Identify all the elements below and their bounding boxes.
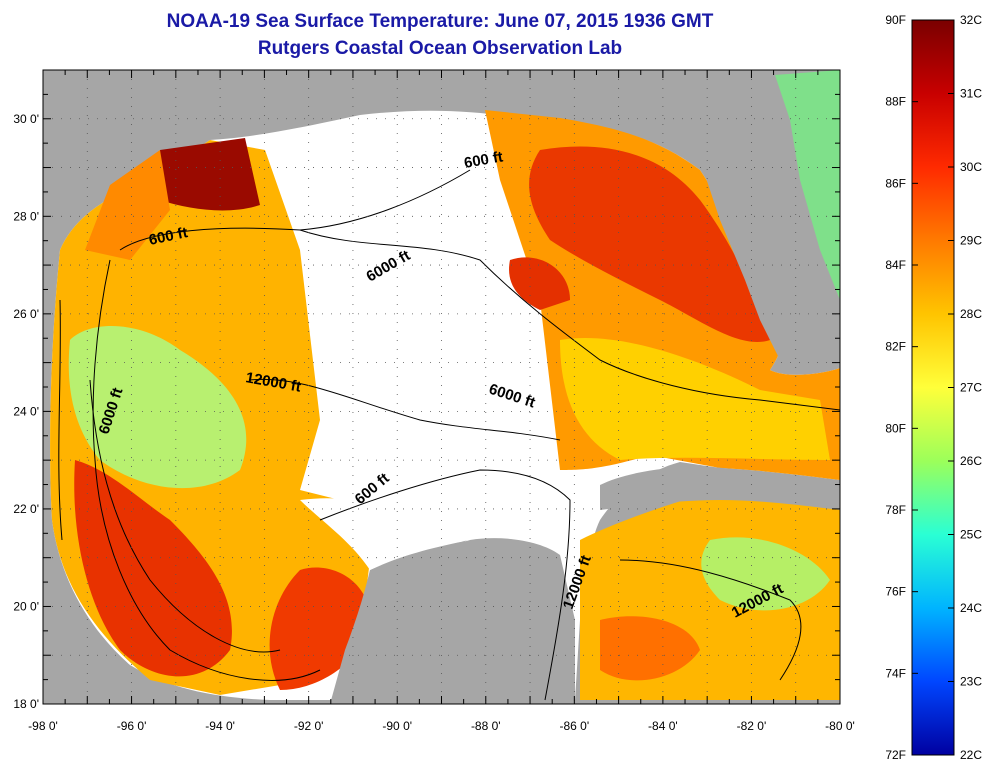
lat-tick-label: 28 0' [13,209,39,223]
contour-600-south [319,469,571,701]
cuba-land [600,466,840,510]
sst-atlantic [775,70,840,300]
lon-tick-label: -86 0' [560,719,590,733]
colorbar-label-f: 72F [885,748,906,762]
colorbar-label-f: 90F [885,13,906,27]
bathymetry-contours [58,169,840,701]
colorbar-label-f: 74F [885,666,906,680]
colorbar-label-f: 84F [885,258,906,272]
lat-tick-label: 20 0' [13,599,39,613]
lon-tick-label: -80 0' [825,719,855,733]
lat-tick-label: 26 0' [13,307,39,321]
colorbar-label-c: 32C [960,13,982,27]
contour-6000-west [89,379,281,653]
florida-land [700,150,820,370]
sst-west-green [68,326,247,489]
map-axes: -98 0' -96 0' -94 0' -92 0' -90 0' -88 0' -86 … [13,69,855,733]
map-subtitle: Rutgers Coastal Ocean Observation Lab [257,38,623,59]
colorbar-label-f: 80F [885,421,906,435]
sst-east-yellow [560,338,830,460]
colorbar-label-f: 86F [885,176,906,190]
colorbar-label-f: 78F [885,503,906,517]
colorbar-label-f: 88F [885,95,906,109]
contour-label-600-ne: 600 ft [463,148,505,172]
colorbar-label-c: 30C [960,160,982,174]
lon-tick-label: -94 0' [205,719,235,733]
colorbar-label-c: 25C [960,528,982,542]
lat-tick-label: 18 0' [13,697,39,711]
colorbar-label-c: 23C [960,675,982,689]
colorbar-ticks: 90F 88F 86F 84F 82F 80F 78F 76F 74F 72F 32C 31C 30C 2… [885,13,982,762]
colorbar-label-f: 76F [885,585,906,599]
colorbar-label-c: 27C [960,381,982,395]
sst-east-red2 [509,257,570,310]
lon-tick-label: -92 0' [294,719,324,733]
lon-tick-label: -82 0' [737,719,767,733]
lon-tick-label: -90 0' [382,719,412,733]
colorbar-label-c: 26C [960,454,982,468]
sst-texas-darkred [160,138,260,211]
sst-caribbean-green [701,537,830,611]
lon-tick-label: -96 0' [117,719,147,733]
colorbar-label-c: 22C [960,748,982,762]
colorbar-label-f: 82F [885,340,906,354]
lat-tick-label: 22 0' [13,502,39,516]
lon-tick-label: -84 0' [648,719,678,733]
contour-12000-carib [619,559,802,681]
sst-tx-orange [85,150,170,260]
lon-tick-label: -88 0' [471,719,501,733]
contour-6000-north [299,229,840,411]
contour-12000 [249,378,561,441]
yucatan-nodata [300,498,470,570]
map-title: NOAA-19 Sea Surface Temperature: June 07… [166,11,714,32]
contour-shelf-west [58,299,63,541]
lat-tick-label: 24 0' [13,404,39,418]
lon-tick-label: -98 0' [28,719,58,733]
colorbar-label-c: 31C [960,87,982,101]
sst-east-red [529,146,770,342]
colorbar-label-c: 29C [960,234,982,248]
yucatan-land [330,538,575,704]
colorbar-label-c: 28C [960,307,982,321]
contour-600-west [92,259,321,681]
lat-tick-label: 30 0' [13,112,39,126]
sst-caribbean-orange [600,616,700,681]
colorbar [911,19,955,756]
colorbar-label-c: 24C [960,601,982,615]
